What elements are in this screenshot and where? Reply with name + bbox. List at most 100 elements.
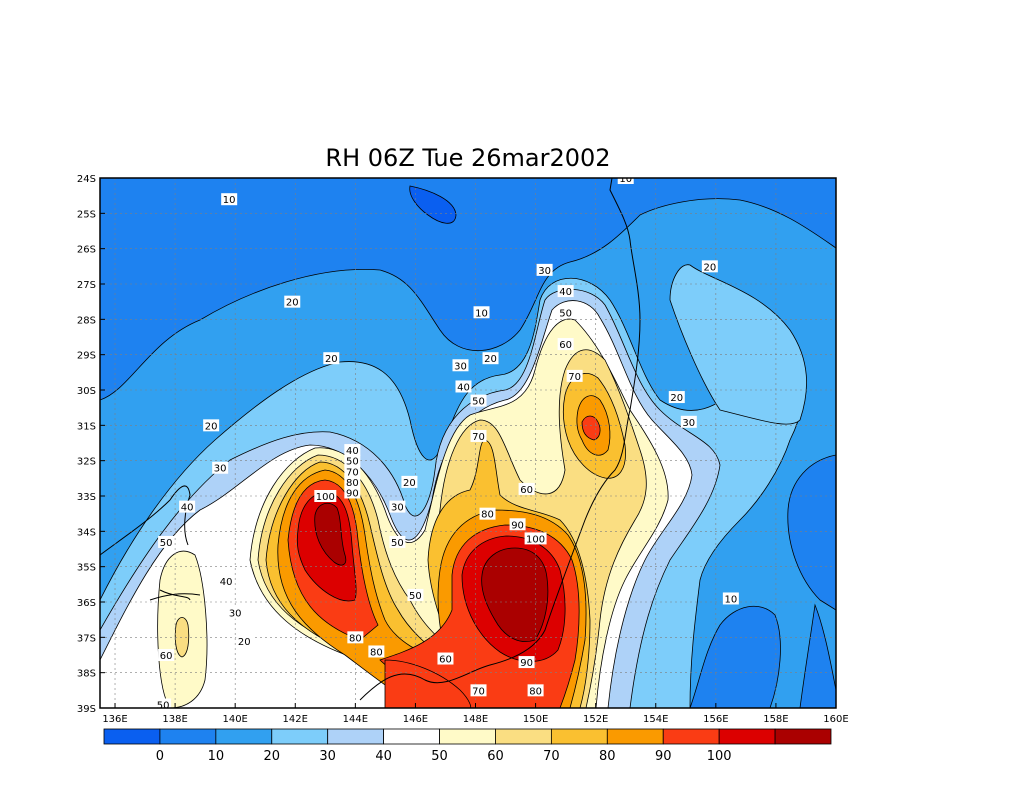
contour-label: 90 [344, 486, 361, 499]
colorbar-swatch [103, 728, 161, 745]
contour-label-text: 70 [346, 467, 359, 478]
contour-label-text: 90 [520, 658, 533, 669]
map-frame [99, 177, 837, 709]
contour-label-text: 40 [559, 287, 572, 298]
contour-label-text: 70 [472, 432, 485, 443]
contour-label-text: 50 [559, 308, 572, 319]
contour-label: 80 [479, 507, 496, 521]
coastline [100, 178, 641, 701]
y-tick-label: 30S [77, 386, 96, 397]
contour-label: 70 [470, 684, 487, 697]
contour-label: 70 [344, 465, 361, 478]
contour-label: 90 [518, 656, 535, 669]
contour-label: 50 [158, 535, 175, 549]
y-tick-label: 33S [77, 492, 96, 503]
contour-label-bg [680, 415, 697, 428]
contour-label-bg [347, 631, 364, 644]
contour-label-bg [452, 359, 469, 372]
contour-label-bg [203, 419, 220, 432]
y-tick-label: 38S [77, 669, 96, 680]
y-axis-ticks: 24S 25S 26S 27S 28S 29S 30S 31S 32S 33S 34S 35S 36S 3… [77, 174, 105, 715]
contour-label-bg [482, 352, 499, 365]
contour-label-bg [158, 535, 175, 548]
contour-label-text: 30 [229, 609, 242, 620]
contour-label-bg [236, 634, 253, 647]
contour-label: 30 [389, 500, 406, 514]
contour-label-bg [368, 645, 385, 658]
contour-label-bg [455, 380, 472, 393]
contour-label-text: 50 [346, 457, 359, 468]
contour-label-text: 90 [346, 488, 359, 499]
x-tick-label: 136E [102, 714, 127, 725]
colorbar-label: 30 [319, 749, 336, 764]
contour-label-text: 50 [391, 538, 404, 549]
colorbar-label: 20 [263, 749, 280, 764]
colorbar-swatch [495, 728, 552, 745]
colorbar-swatch [550, 728, 608, 745]
y-tick-label: 39S [77, 704, 96, 715]
contour-label: 30 [212, 461, 229, 475]
contour-label-text: 80 [529, 686, 542, 697]
contour-label: 70 [566, 369, 583, 383]
contour-label: 60 [158, 649, 175, 662]
x-tick-label: 140E [222, 714, 247, 725]
contour-label: 50 [389, 535, 406, 549]
contour-label-bg [323, 352, 340, 365]
contour-label: 20 [323, 352, 340, 365]
contour-label: 20 [401, 475, 418, 489]
contour-label-text: 60 [559, 340, 572, 351]
contour-label-text: 50 [409, 591, 422, 602]
contour-label-text: 10 [475, 308, 488, 319]
contour-label-text: 20 [703, 262, 716, 273]
rh-region-low-north [100, 178, 836, 401]
contour-label-text: 20 [670, 393, 683, 404]
contour-label-text: 20 [238, 637, 251, 648]
contour-label-text: 100 [316, 492, 335, 503]
contour-label-bg [401, 475, 418, 488]
contour-label: 90 [509, 518, 526, 531]
y-tick-label: 32S [77, 457, 96, 468]
contour-label: 40 [455, 380, 472, 393]
contour-label: 20 [203, 419, 220, 432]
x-tick-label: 144E [343, 714, 368, 725]
contour-label-text: 70 [472, 686, 485, 697]
contour-label-text: 60 [160, 651, 173, 662]
colorbar-swatch [774, 728, 832, 745]
contour-label: 30 [227, 606, 244, 620]
contour-label-bg [722, 592, 739, 605]
contour-label-text: 50 [157, 700, 170, 711]
contour-label-bg [212, 461, 229, 474]
colorbar-swatch [159, 728, 217, 745]
contour-label-bg [284, 295, 301, 308]
x-tick-label: 150E [523, 714, 548, 725]
contour-label-text: 80 [346, 478, 359, 489]
contour-label-text: 60 [520, 485, 533, 496]
colorbar-label: 90 [655, 749, 672, 764]
contour-label-bg [344, 444, 361, 457]
contour-label-bg [227, 606, 244, 619]
contour-label-text: 80 [349, 633, 362, 644]
contour-label-text: 40 [457, 382, 470, 393]
contour-label: 80 [527, 684, 544, 697]
grid-lines [100, 178, 836, 708]
rh-region-highest-b [481, 547, 549, 642]
contour-label: 20 [284, 295, 301, 309]
contour-label-bg [389, 535, 406, 548]
colorbar-label: 0 [156, 749, 164, 764]
y-tick-label: 25S [77, 209, 96, 220]
contour-label-text: 40 [346, 446, 359, 457]
colorbar-swatch [662, 728, 720, 745]
contour-label: 20 [482, 352, 499, 365]
y-tick-label: 37S [77, 633, 96, 644]
x-tick-label: 158E [763, 714, 788, 725]
x-tick-label: 154E [643, 714, 668, 725]
colorbar-swatch [327, 728, 385, 745]
colorbar-swatch [606, 728, 664, 745]
y-tick-label: 28S [77, 315, 96, 326]
contour-label-text: 100 [526, 534, 545, 545]
contour-label-bg [221, 193, 238, 206]
contour-label-bg [179, 500, 196, 513]
contour-label: 80 [344, 475, 361, 489]
colorbar-swatch [718, 728, 776, 745]
